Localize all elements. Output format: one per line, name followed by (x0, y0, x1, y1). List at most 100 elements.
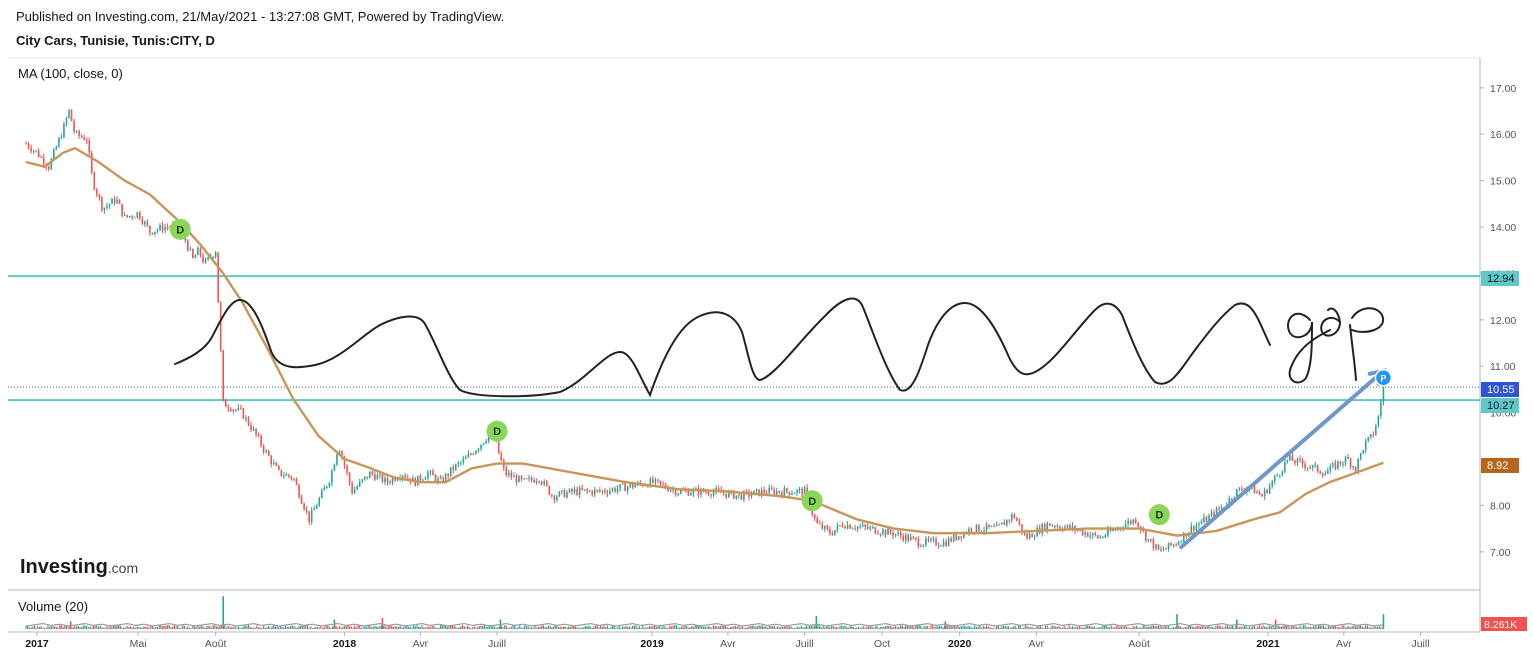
volume-bar (155, 627, 157, 629)
price-bar-body (1342, 463, 1344, 465)
volume-bar (1178, 625, 1180, 629)
price-bar-body (78, 131, 80, 136)
price-bar-body (1352, 466, 1354, 468)
price-bar-body (811, 508, 813, 515)
volume-bar (1188, 625, 1190, 629)
volume-bar (574, 626, 577, 629)
price-bar-body (1213, 512, 1215, 517)
volume-bar (1339, 627, 1342, 629)
price-bar-body (1003, 522, 1006, 526)
price-bar-body (515, 475, 518, 483)
volume-bar (1194, 626, 1197, 629)
volume-bar (1284, 625, 1286, 629)
volume-bar (645, 627, 647, 629)
volume-spike-bar (1382, 614, 1385, 629)
price-bar-body (530, 477, 533, 480)
volume-bar (193, 626, 196, 629)
price-bar-body (899, 532, 902, 536)
volume-bar (199, 626, 201, 629)
volume-bar (1341, 625, 1343, 629)
volume-bar (278, 627, 280, 629)
volume-bar (637, 627, 639, 629)
price-bar-body (894, 533, 897, 536)
volume-bar (1223, 627, 1225, 629)
volume-bar (879, 626, 882, 629)
volume-bar (544, 627, 546, 629)
volume-bar (552, 626, 555, 629)
volume-bar (461, 625, 464, 629)
price-bar-body (851, 528, 854, 530)
price-bar-body (85, 140, 88, 142)
volume-bar (888, 625, 890, 629)
price-bar-body (1031, 534, 1033, 538)
dividend-marker-label: D (1155, 510, 1163, 522)
volume-bar (522, 627, 524, 629)
volume-bar (337, 627, 339, 629)
volume-bar (1210, 627, 1212, 629)
volume-bar (1075, 626, 1077, 629)
volume-bar (118, 625, 120, 629)
price-bar-body (1016, 517, 1018, 521)
volume-bar (576, 627, 578, 629)
volume-bar (894, 626, 897, 629)
volume-bar (1082, 627, 1084, 629)
volume-bar (308, 627, 310, 629)
volume-bar (618, 625, 620, 629)
price-bar-body (192, 248, 194, 259)
price-bar-body (427, 472, 429, 479)
volume-bar (259, 627, 261, 629)
volume-bar (583, 626, 585, 629)
volume-bar (295, 627, 297, 629)
price-bar-body (242, 408, 245, 419)
price-bar-body (907, 534, 910, 541)
volume-bar (704, 626, 706, 629)
volume-bar (726, 626, 728, 629)
volume-bar (738, 625, 740, 629)
volume-bar (478, 626, 480, 629)
volume-bar (1221, 627, 1224, 629)
volume-bar (1247, 627, 1249, 629)
volume-bar (375, 626, 378, 629)
volume-bar (239, 627, 241, 629)
price-bar-body (1170, 542, 1172, 546)
volume-bar (332, 626, 334, 629)
price-bar-body (1132, 519, 1134, 524)
price-bar-body (1205, 517, 1208, 522)
volume-bar (160, 625, 162, 629)
price-bar-body (379, 474, 381, 476)
price-bar-body (65, 118, 68, 124)
volume-bar (564, 626, 566, 629)
volume-bar (921, 627, 924, 629)
x-tick-label: 2019 (640, 638, 664, 650)
price-bar-body (508, 472, 510, 475)
volume-bar (1078, 625, 1080, 629)
price-bar-body (839, 525, 841, 527)
volume-bar (1213, 627, 1215, 629)
price-bar-body (123, 214, 126, 216)
price-bar-body (935, 538, 937, 546)
volume-bar (739, 627, 742, 629)
price-bar-body (824, 526, 826, 529)
price-bar-body (270, 456, 273, 464)
volume-bar (246, 625, 248, 629)
volume-bar (640, 627, 642, 629)
volume-bar (763, 626, 765, 629)
volume-bar (1173, 626, 1175, 629)
volume-bar (601, 626, 603, 629)
volume-bar (1050, 627, 1052, 629)
price-bar-body (1198, 523, 1200, 526)
volume-bar (1142, 625, 1144, 629)
trend-arrow (1179, 368, 1387, 550)
volume-bar (868, 626, 870, 629)
price-bar-body (904, 534, 907, 541)
volume-bar (647, 627, 649, 629)
price-bar-body (1304, 464, 1306, 469)
volume-bar (188, 627, 191, 629)
price-bar-body (561, 490, 563, 492)
price-bar-body (1301, 459, 1304, 465)
volume-bar (1112, 627, 1114, 629)
volume-bar (782, 626, 784, 629)
price-bar-body (283, 475, 285, 477)
price-bar-body (1316, 464, 1319, 472)
